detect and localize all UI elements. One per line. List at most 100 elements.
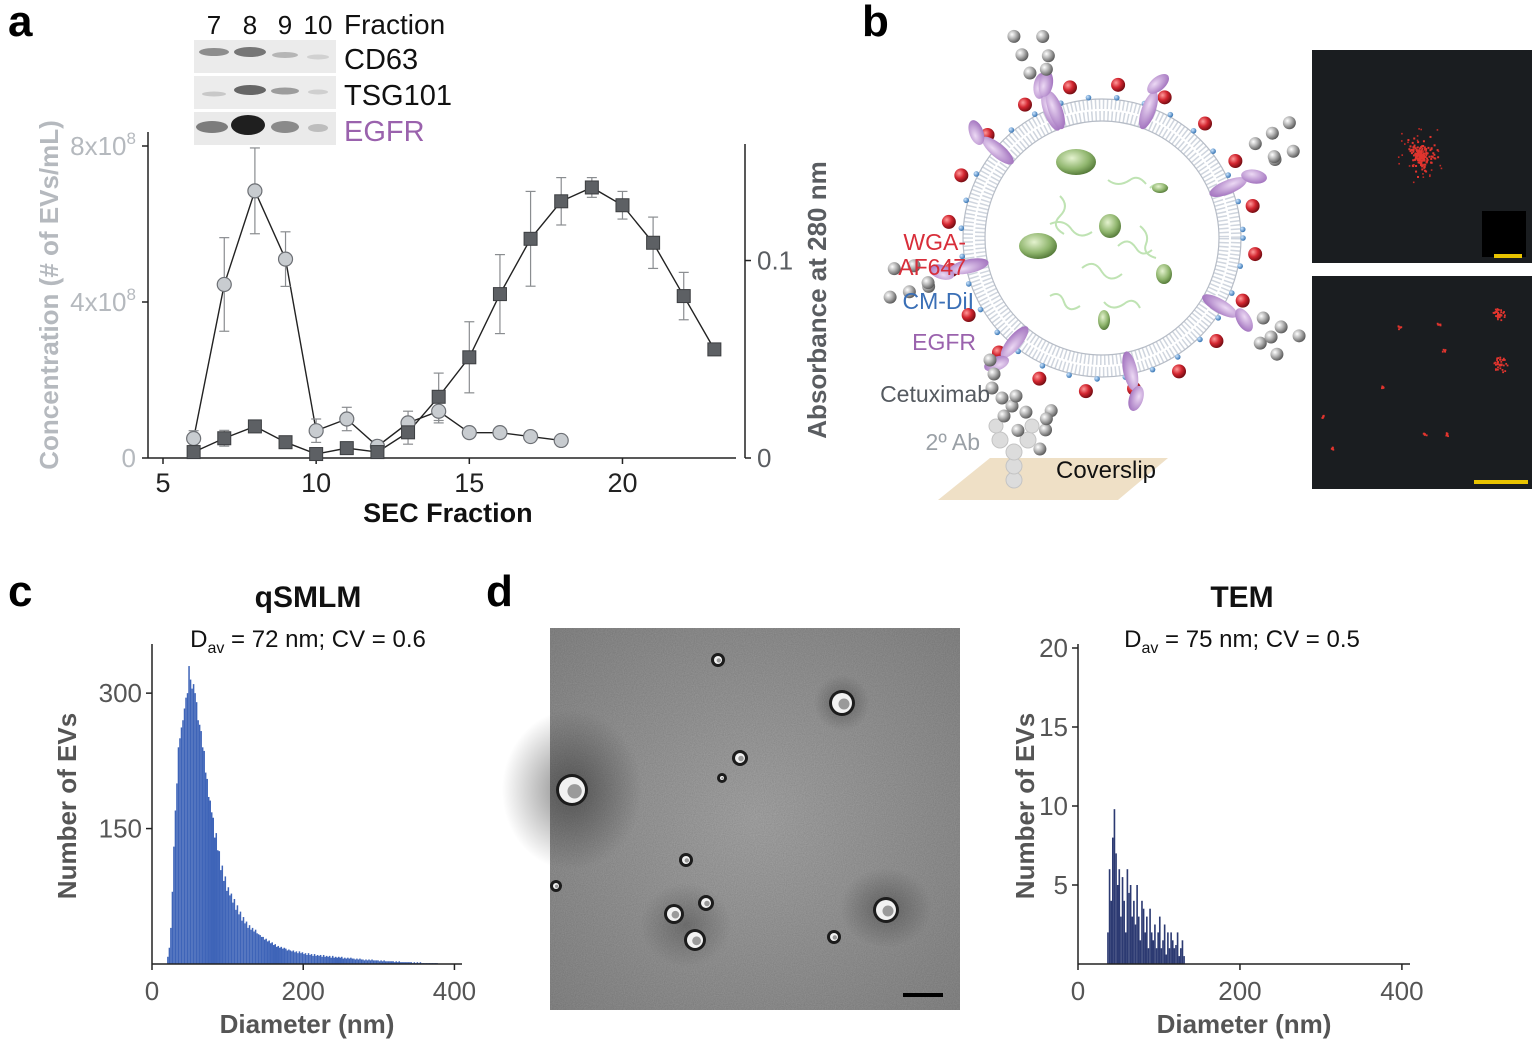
cetuximab-antibody: [907, 259, 921, 273]
histogram-bar: [1133, 900, 1135, 964]
histogram-bar: [1149, 908, 1151, 964]
histogram-bar: [384, 961, 387, 964]
histogram-bar: [226, 890, 228, 964]
absorbance-point: [707, 342, 722, 357]
panel-label-c: c: [8, 567, 32, 616]
localization-point: [1401, 154, 1404, 156]
localization-point: [1420, 150, 1423, 153]
x-tick-label: 200: [1218, 976, 1261, 1006]
histogram-bar: [1181, 940, 1184, 964]
histogram-bar: [195, 702, 198, 964]
histogram-bar: [289, 950, 292, 964]
localization-point: [1499, 358, 1502, 361]
cmdil-dye: [1031, 111, 1038, 117]
fraction-number: 8: [243, 10, 257, 40]
rna-strand: [1103, 299, 1141, 309]
wga-af647-dye: [1157, 90, 1172, 105]
histogram-bar: [1160, 948, 1163, 964]
localization-point: [1417, 157, 1420, 160]
localization-point: [1418, 157, 1421, 160]
localization-point: [1331, 448, 1334, 451]
rna-strand: [1081, 262, 1123, 280]
blot-band: [199, 48, 229, 56]
panel-label-a: a: [8, 0, 33, 46]
cmdil-dye: [994, 329, 1001, 336]
wga-af647-dye: [1209, 334, 1224, 349]
absorbance-point: [492, 287, 507, 302]
y-axis-title: Number of EVs: [1010, 713, 1040, 899]
histogram-bar: [210, 812, 213, 964]
histogram-bar: [363, 960, 366, 964]
localization-point: [1496, 361, 1499, 364]
cetuximab-antibody: [1267, 150, 1281, 164]
histogram-bar: [312, 955, 314, 964]
localization-point: [1414, 152, 1417, 155]
series-line: [192, 188, 562, 448]
histogram-bar: [309, 954, 311, 964]
localization-point: [1439, 323, 1442, 326]
histogram-bar: [232, 902, 234, 964]
localization-point: [1425, 153, 1428, 156]
cetuximab-antibody: [1015, 48, 1029, 62]
concentration-point: [492, 425, 508, 441]
localization-point: [1502, 358, 1505, 361]
cmdil-dye: [963, 197, 969, 204]
cetuximab-antibody: [1282, 116, 1296, 130]
localization-point: [1502, 357, 1505, 360]
localization-point: [1423, 159, 1426, 162]
histogram-bar: [239, 911, 242, 964]
histogram-bar: [1163, 924, 1166, 964]
localization-point: [1422, 152, 1425, 155]
histogram-bar: [1180, 948, 1182, 964]
localization-point: [1497, 363, 1500, 366]
histogram-bar: [301, 952, 304, 964]
histogram-bar: [400, 962, 402, 964]
cmdil-dye: [1039, 362, 1046, 369]
absorbance-point: [370, 445, 385, 460]
localization-point: [1444, 350, 1447, 353]
localization-point: [1440, 167, 1443, 170]
histogram-bar: [359, 958, 361, 964]
localization-point: [1437, 156, 1440, 159]
localization-point: [1322, 414, 1325, 417]
blot-band: [234, 85, 266, 95]
localization-point: [1496, 359, 1498, 361]
y-axis-title: Number of EVs: [52, 713, 82, 899]
histogram-bar: [188, 666, 190, 964]
localization-point: [1429, 149, 1432, 152]
y-axis-title-right: Absorbance at 280 nm: [802, 161, 832, 438]
cetuximab-antibody: [1039, 412, 1053, 426]
histogram-bar: [347, 957, 349, 964]
histogram-bar: [319, 954, 322, 964]
histogram-bar: [407, 962, 410, 964]
localization-point: [1430, 169, 1433, 171]
histogram-bar: [189, 679, 192, 964]
localization-point: [1410, 148, 1413, 151]
ev-localization-cluster: [1397, 128, 1443, 184]
histogram-bar: [1178, 956, 1181, 964]
concentration-point: [339, 411, 355, 427]
histogram-bar: [286, 950, 289, 964]
wga-af647-dye: [1078, 384, 1093, 399]
cetuximab-antibody: [997, 409, 1011, 423]
histogram-bar: [194, 693, 196, 964]
localization-point: [1416, 139, 1419, 142]
histogram-bar: [168, 947, 171, 964]
y-tick-label: 300: [99, 678, 142, 708]
histogram-bar: [298, 951, 301, 964]
histogram-bar: [371, 959, 373, 964]
blot-band: [234, 47, 266, 57]
localization-point: [1382, 386, 1384, 388]
secondary-antibody-bead: [991, 431, 1009, 449]
histogram-bar: [280, 946, 283, 964]
histogram-bar: [1171, 940, 1174, 964]
histogram-bar: [1139, 940, 1142, 964]
localization-point: [1397, 156, 1400, 158]
localization-point: [1419, 147, 1422, 150]
histogram-bar: [365, 959, 367, 964]
egfr-receptor: [1122, 351, 1139, 391]
histogram-bar: [212, 817, 214, 964]
x-tick-label: 0: [145, 976, 159, 1006]
fraction-number: 7: [207, 10, 221, 40]
fraction-label: Fraction: [344, 9, 445, 40]
